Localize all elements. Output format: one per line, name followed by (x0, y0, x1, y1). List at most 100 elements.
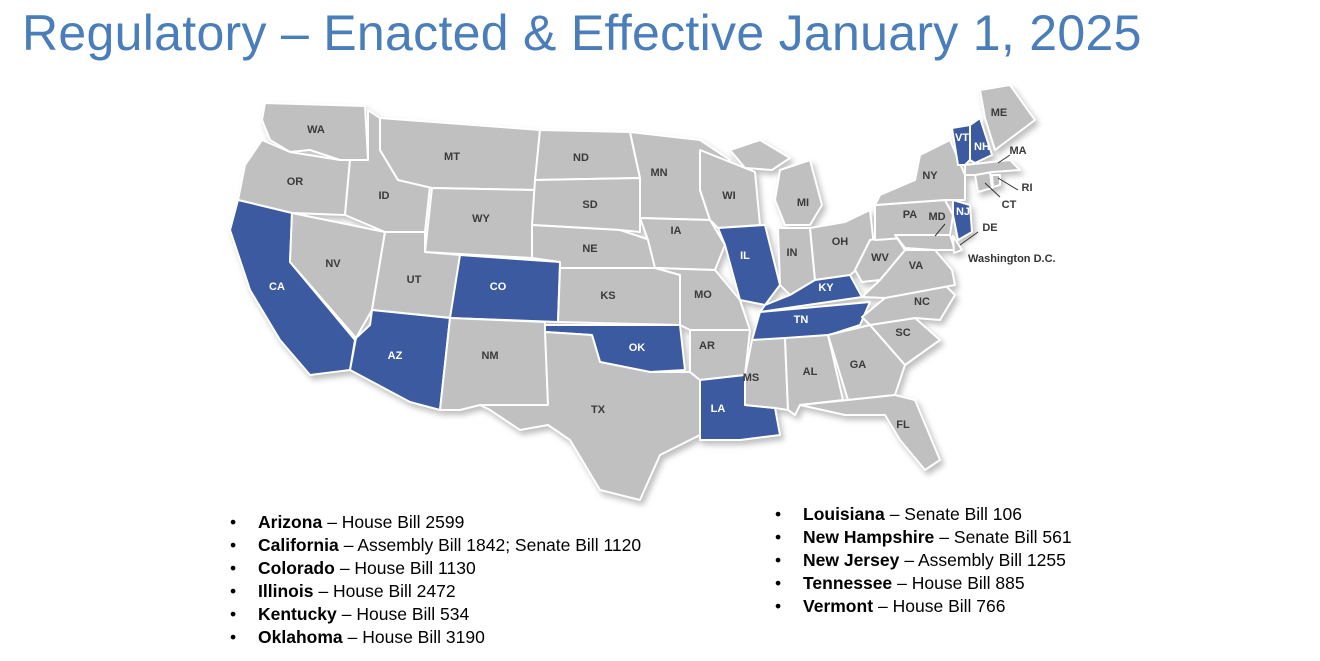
state-shape (951, 124, 971, 166)
dc-label: Washington D.C. (968, 253, 1056, 265)
state-label: ID (379, 190, 390, 202)
state-shape (261, 102, 369, 161)
bill-detail: – Assembly Bill 1255 (904, 550, 1066, 570)
leader-line (997, 154, 1011, 164)
state-label: DE (982, 222, 997, 234)
state-shape (557, 267, 681, 326)
state-shape (952, 235, 963, 254)
state-label: WY (472, 213, 490, 225)
state-shape (289, 212, 386, 339)
state-label: IA (671, 225, 682, 237)
bill-item: Kentucky– House Bill 534 (230, 603, 641, 626)
state-label: NJ (956, 206, 970, 218)
bill-detail: – House Bill 885 (897, 573, 1025, 593)
state-label: CA (269, 281, 285, 293)
bill-item: Illinois– House Bill 2472 (230, 580, 641, 603)
state-label: NE (582, 243, 597, 255)
state-label: AL (803, 366, 818, 378)
bill-detail: – House Bill 3190 (347, 627, 485, 647)
bill-detail: – Senate Bill 106 (889, 504, 1023, 524)
state-label: TX (591, 404, 606, 416)
state-name: Colorado (258, 558, 335, 578)
state-shape (952, 199, 973, 241)
bill-item: Tennessee– House Bill 885 (775, 572, 1072, 595)
bill-item: Oklahoma– House Bill 3190 (230, 626, 641, 649)
bill-item: Arizona– House Bill 2599 (230, 511, 641, 534)
bill-list: Louisiana– Senate Bill 106New Hampshire–… (775, 503, 1072, 618)
state-shape (689, 329, 751, 381)
bill-item: Colorado– House Bill 1130 (230, 557, 641, 580)
bill-item: Vermont– House Bill 766 (775, 595, 1072, 618)
leader-line (984, 182, 1001, 198)
bill-detail: – House Bill 766 (878, 596, 1006, 616)
state-shapes (229, 84, 1036, 501)
state-name: Kentucky (258, 604, 337, 624)
state-label: MO (694, 289, 712, 301)
state-label: OR (287, 176, 304, 188)
state-name: Oklahoma (258, 627, 343, 647)
state-label: NV (325, 258, 341, 270)
state-label: NM (481, 350, 498, 362)
state-label: GA (850, 359, 867, 371)
state-label: UT (407, 274, 422, 286)
state-label: KY (818, 282, 834, 294)
bill-item: Louisiana– Senate Bill 106 (775, 503, 1072, 526)
state-shape (874, 139, 966, 206)
state-label: WA (307, 124, 325, 136)
state-label: MA (1009, 145, 1026, 157)
state-shape (979, 84, 1036, 151)
state-name: Illinois (258, 581, 314, 601)
bill-detail: – House Bill 1130 (339, 558, 476, 578)
state-label: OH (832, 236, 849, 248)
state-label: CT (1002, 199, 1017, 211)
state-label: LA (711, 403, 726, 415)
leader-lines (934, 154, 1019, 246)
state-label: AR (699, 340, 715, 352)
leader-line (959, 231, 979, 246)
state-label: RI (1022, 182, 1033, 194)
state-label: IL (740, 250, 750, 262)
state-label: SD (582, 199, 597, 211)
state-name: New Hampshire (803, 527, 935, 547)
state-shape (969, 117, 993, 164)
state-shape (799, 394, 941, 471)
state-shape (531, 177, 641, 233)
state-label: FL (896, 419, 910, 431)
state-shape (639, 217, 726, 271)
state-name: Arizona (258, 512, 323, 532)
bill-detail: – Senate Bill 561 (939, 527, 1072, 547)
bill-detail: – House Bill 534 (341, 604, 470, 624)
state-shape (991, 174, 1001, 188)
bill-item: California– Assembly Bill 1842; Senate B… (230, 534, 641, 557)
state-label: NH (974, 141, 990, 153)
bill-detail: – House Bill 2472 (318, 581, 456, 601)
state-shape (439, 317, 549, 411)
state-label: SC (895, 327, 910, 339)
bill-item: New Jersey– Assembly Bill 1255 (775, 549, 1072, 572)
state-name: Tennessee (803, 573, 893, 593)
state-name: New Jersey (803, 550, 900, 570)
state-name: Vermont (803, 596, 874, 616)
state-label: VA (909, 260, 924, 272)
leader-line (934, 223, 946, 237)
bill-detail: – Assembly Bill 1842; Senate Bill 1120 (343, 535, 642, 555)
state-label: ND (573, 152, 589, 164)
bill-list: Arizona– House Bill 2599California– Asse… (230, 511, 641, 649)
slide-title: Regulatory – Enacted & Effective January… (22, 5, 1142, 61)
state-label: ME (991, 107, 1008, 119)
state-label: MN (650, 167, 667, 179)
bill-detail: – House Bill 2599 (327, 512, 465, 532)
state-shape (379, 117, 541, 191)
state-shape (729, 139, 823, 226)
state-label: MS (743, 372, 760, 384)
state-label: MI (797, 197, 809, 209)
state-label: WI (722, 190, 735, 202)
state-label: AZ (388, 350, 403, 362)
state-label: PA (903, 209, 918, 221)
state-label: KS (600, 290, 615, 302)
state-shape (894, 234, 956, 251)
state-name: California (258, 535, 339, 555)
state-label: VT (955, 132, 969, 144)
